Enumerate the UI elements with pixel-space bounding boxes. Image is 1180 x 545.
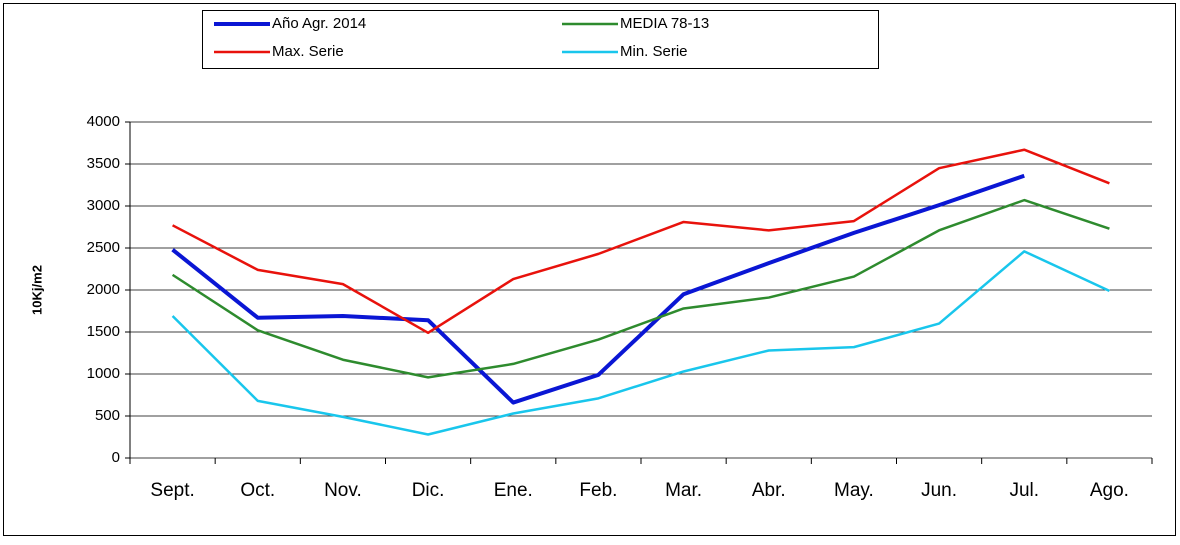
y-tick-label: 3000 xyxy=(87,197,120,214)
legend-label: MEDIA 78-13 xyxy=(620,15,709,32)
legend-label: Max. Serie xyxy=(272,43,344,60)
x-tick-label: Ene. xyxy=(494,480,533,501)
series-line xyxy=(171,173,1025,405)
x-tick-label: May. xyxy=(834,480,874,501)
x-tick-label: Feb. xyxy=(579,480,617,501)
x-tick-label: Jun. xyxy=(921,480,957,501)
series-line xyxy=(171,250,1110,436)
legend-box xyxy=(202,10,879,69)
legend-label: Min. Serie xyxy=(620,43,688,60)
legend-label: Año Agr. 2014 xyxy=(272,15,366,32)
y-tick-label: 2000 xyxy=(87,281,120,298)
y-tick-label: 3500 xyxy=(87,155,120,172)
series-line xyxy=(172,148,1110,335)
x-tick-label: Mar. xyxy=(665,480,702,501)
x-tick-label: Ago. xyxy=(1090,480,1129,501)
x-tick-label: Dic. xyxy=(412,480,445,501)
x-tick-label: Sept. xyxy=(150,480,194,501)
y-axis-label: 10Kj/m2 xyxy=(29,265,44,315)
y-tick-label: 2500 xyxy=(87,239,120,256)
x-tick-label: Jul. xyxy=(1009,480,1039,501)
series-line xyxy=(171,198,1110,379)
x-tick-label: Oct. xyxy=(240,480,275,501)
y-tick-label: 4000 xyxy=(87,113,120,130)
y-tick-label: 1000 xyxy=(87,365,120,382)
y-tick-label: 1500 xyxy=(87,323,120,340)
y-tick-label: 500 xyxy=(95,407,120,424)
y-tick-label: 0 xyxy=(112,449,120,466)
x-tick-label: Abr. xyxy=(752,480,786,501)
x-tick-label: Nov. xyxy=(324,480,362,501)
chart-border xyxy=(3,3,1176,536)
